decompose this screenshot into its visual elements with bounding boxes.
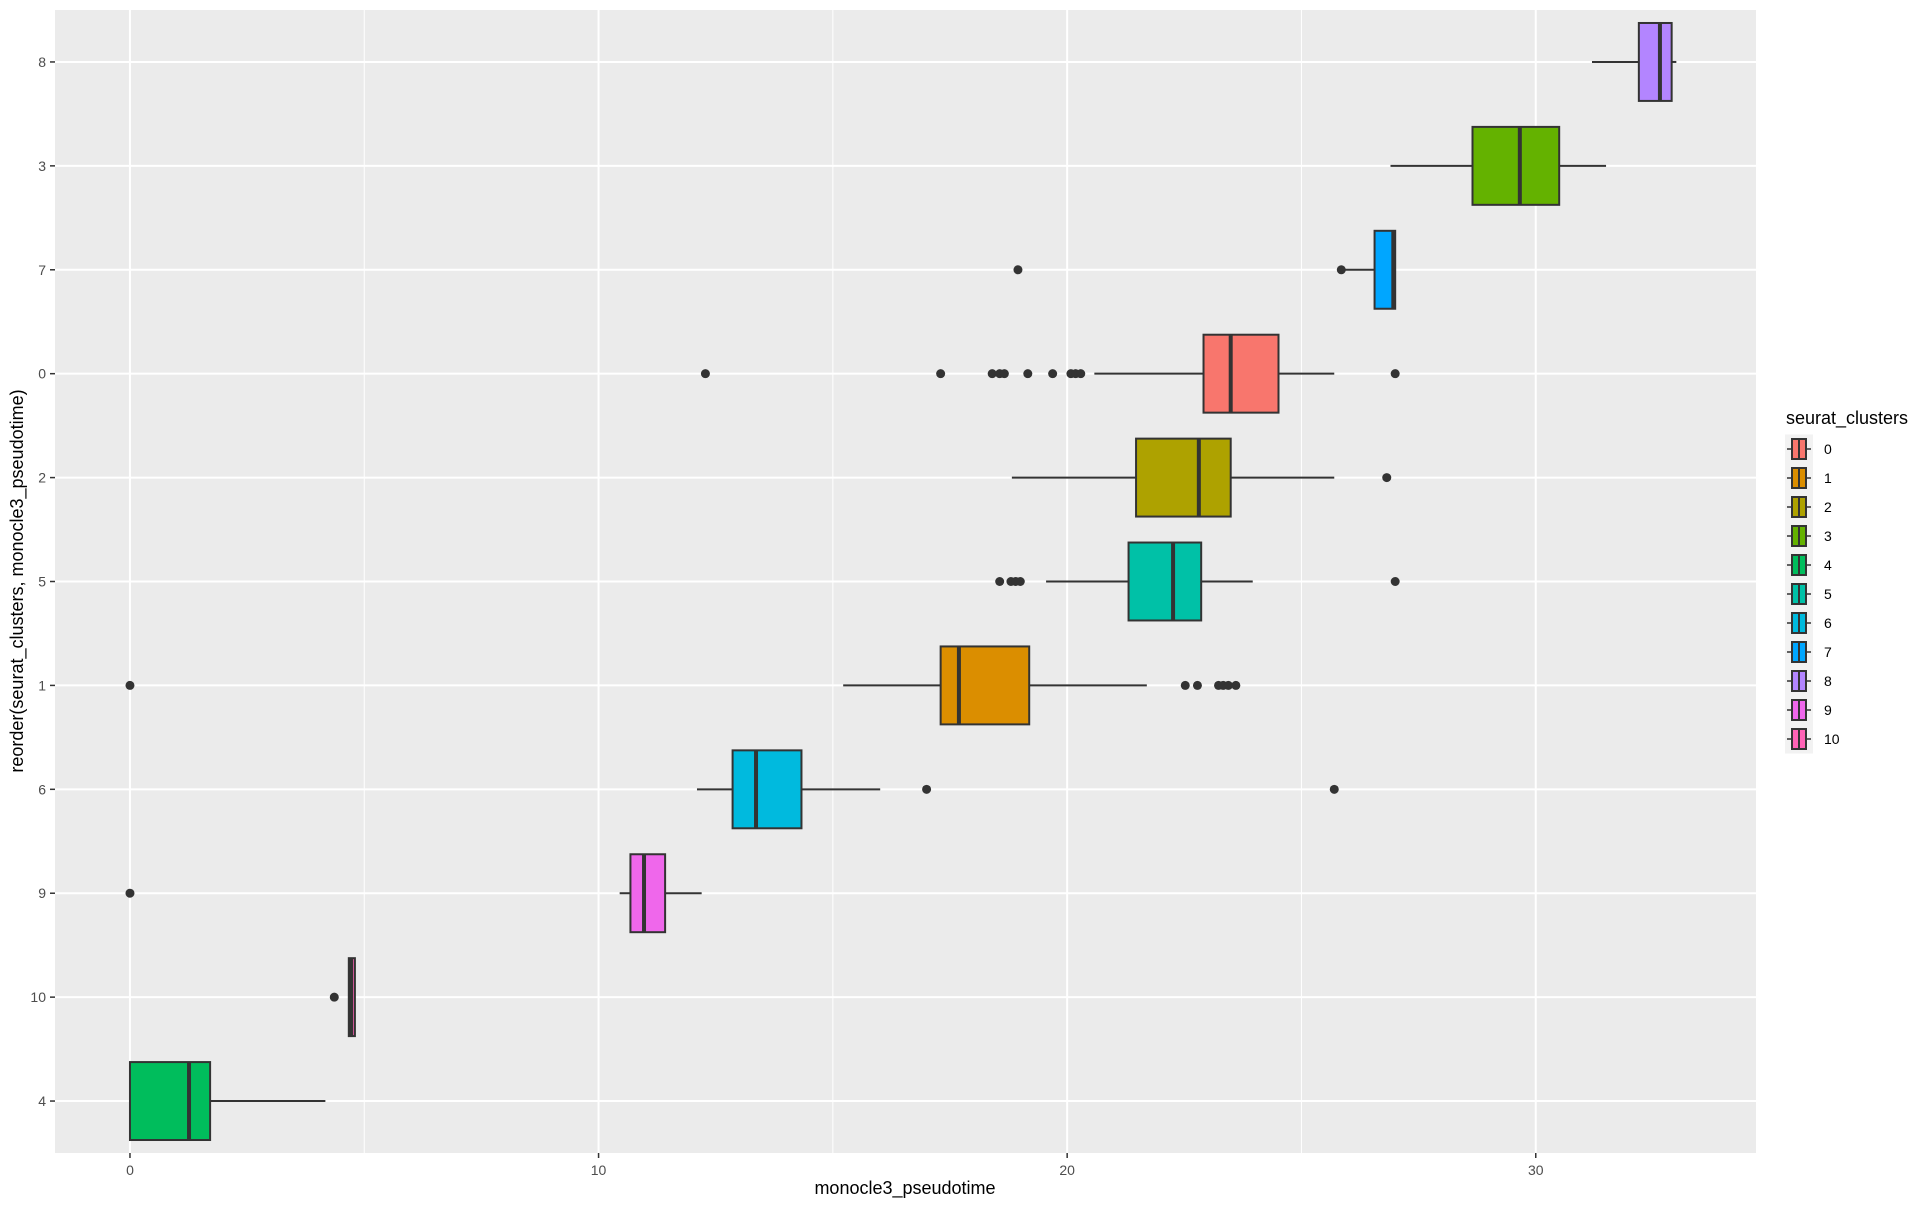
legend-label: 7 xyxy=(1824,644,1832,660)
box-cluster-2 xyxy=(1011,437,1392,518)
legend-label: 4 xyxy=(1824,557,1832,573)
y-tick-label: 8 xyxy=(38,54,46,70)
outlier-point xyxy=(1180,680,1190,690)
y-tick-label: 2 xyxy=(38,470,46,486)
outlier-point xyxy=(1076,369,1086,379)
box-cluster-6 xyxy=(696,749,1339,830)
legend-title: seurat_clusters xyxy=(1786,408,1908,429)
x-tick-label: 30 xyxy=(1528,1162,1544,1178)
y-tick-label: 4 xyxy=(38,1093,46,1109)
box-cluster-10 xyxy=(329,957,356,1038)
outlier-point xyxy=(1390,369,1400,379)
outlier-point xyxy=(1023,369,1033,379)
box-cluster-7 xyxy=(1013,229,1397,310)
outlier-point xyxy=(1223,680,1233,690)
y-tick-label: 7 xyxy=(38,262,46,278)
box-cluster-1 xyxy=(125,645,1241,726)
y-tick-label: 0 xyxy=(38,366,46,382)
outlier-point xyxy=(1336,265,1346,275)
outlier-point xyxy=(1382,473,1392,483)
box xyxy=(1202,333,1280,414)
x-tick-label: 10 xyxy=(591,1162,607,1178)
box-cluster-5 xyxy=(995,541,1400,622)
y-tick-label: 6 xyxy=(38,781,46,797)
outlier-point xyxy=(936,369,946,379)
outlier-point xyxy=(1013,265,1023,275)
box xyxy=(1127,541,1203,622)
box xyxy=(128,1061,212,1142)
outlier-point xyxy=(700,369,710,379)
outlier-point xyxy=(987,369,997,379)
legend-label: 0 xyxy=(1824,441,1832,457)
box xyxy=(1135,437,1232,518)
box-cluster-9 xyxy=(125,853,702,934)
boxes xyxy=(125,21,1677,1142)
outlier-point xyxy=(922,784,932,794)
outlier-point xyxy=(999,369,1009,379)
box xyxy=(939,645,1031,726)
outlier-point xyxy=(1390,577,1400,586)
legend-label: 8 xyxy=(1824,673,1832,689)
outlier-point xyxy=(1329,784,1339,794)
outlier-point xyxy=(125,888,135,898)
y-tick-label: 3 xyxy=(38,158,46,174)
legend-label: 6 xyxy=(1824,615,1832,631)
legend-label: 5 xyxy=(1824,586,1832,602)
box-cluster-3 xyxy=(1390,125,1607,206)
legend-label: 1 xyxy=(1824,470,1832,486)
legend-label: 2 xyxy=(1824,499,1832,515)
y-axis-title: reorder(seurat_clusters, monocle3_pseudo… xyxy=(7,389,28,772)
y-tick-label: 1 xyxy=(38,677,46,693)
legend-label: 3 xyxy=(1824,528,1832,544)
x-axis-title: monocle3_pseudotime xyxy=(814,1178,995,1199)
legend: seurat_clusters 0 1 2 3 4 5 6 7 8 9 10 xyxy=(1785,408,1908,754)
x-tick-label: 0 xyxy=(126,1162,134,1178)
legend-label: 9 xyxy=(1824,702,1832,718)
y-tick-label: 9 xyxy=(38,885,46,901)
box-cluster-4 xyxy=(128,1061,326,1142)
box xyxy=(629,853,667,934)
outlier-point xyxy=(1231,680,1241,690)
box-cluster-8 xyxy=(1591,21,1677,102)
outlier-point xyxy=(1192,680,1202,690)
outlier-point xyxy=(1015,577,1025,586)
box xyxy=(1637,21,1673,102)
box xyxy=(731,749,803,830)
box-cluster-0 xyxy=(700,333,1400,414)
outlier-point xyxy=(1048,369,1058,379)
y-tick-label: 5 xyxy=(38,574,46,590)
box xyxy=(1471,125,1561,206)
y-tick-label: 10 xyxy=(30,989,46,1005)
x-tick-label: 20 xyxy=(1059,1162,1075,1178)
outlier-point xyxy=(995,577,1005,586)
outlier-point xyxy=(125,680,135,690)
legend-label: 10 xyxy=(1824,731,1840,747)
outlier-point xyxy=(329,992,339,1002)
